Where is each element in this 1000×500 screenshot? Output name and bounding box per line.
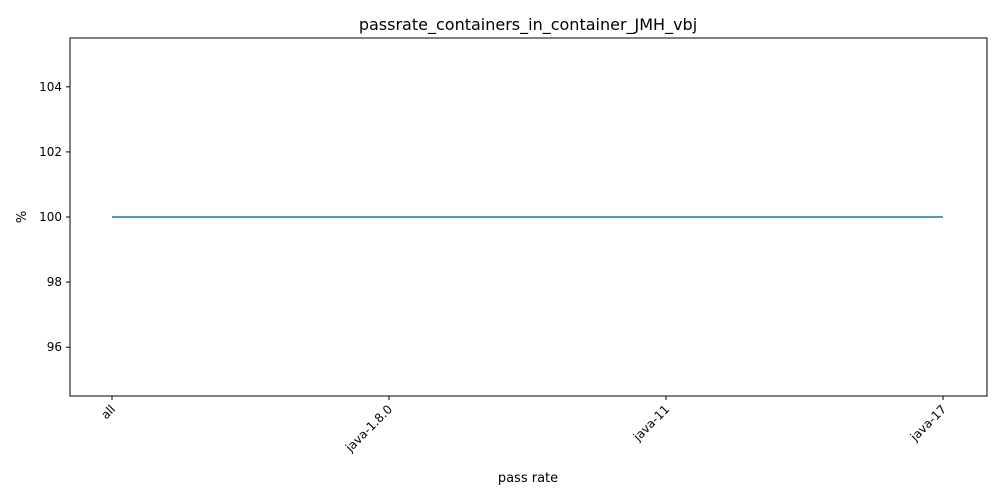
x-tick-label: java-11 — [630, 402, 672, 444]
y-tick-label: 102 — [39, 145, 62, 159]
x-tick-label: java-17 — [907, 402, 949, 444]
x-tick-label: java-1.8.0 — [342, 402, 395, 455]
y-tick-label: 96 — [47, 340, 62, 354]
x-axis-ticks: all java-1.8.0 java-11 java-17 — [98, 396, 949, 455]
y-tick-label: 98 — [47, 275, 62, 289]
y-axis-label: % — [15, 211, 30, 223]
chart-title: passrate_containers_in_container_JMH_vbj — [359, 15, 697, 35]
y-tick-label: 104 — [39, 80, 62, 94]
y-tick-label: 100 — [39, 210, 62, 224]
y-axis-ticks: 96 98 100 102 104 — [39, 80, 70, 354]
x-tick-label: all — [98, 402, 118, 422]
x-axis-label: pass rate — [498, 471, 558, 486]
